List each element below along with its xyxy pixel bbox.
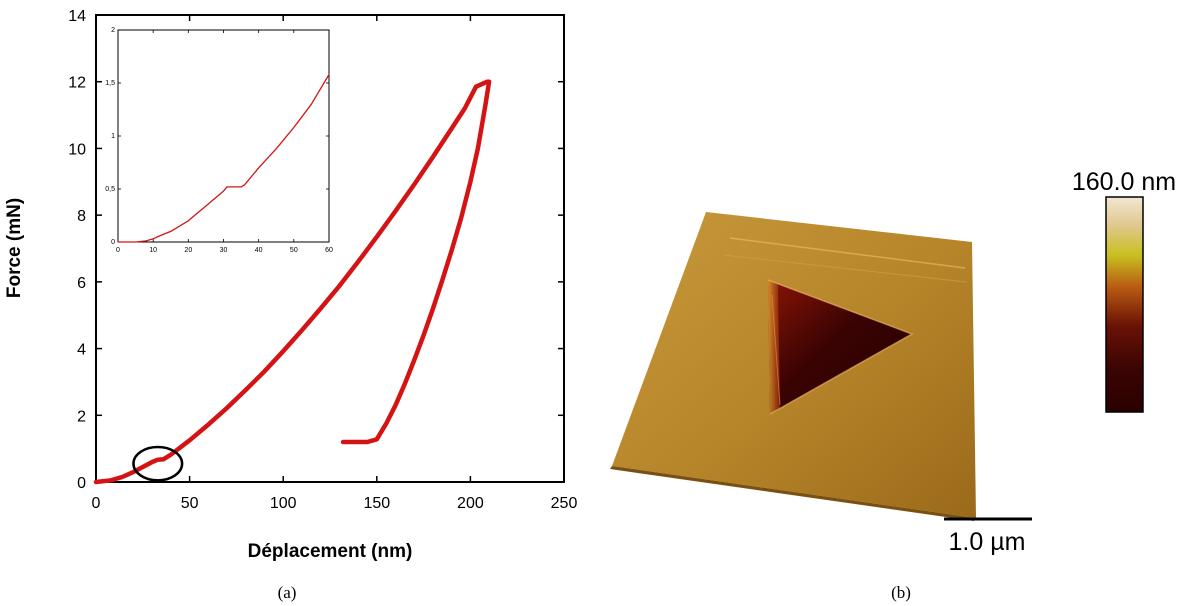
x-tick-label: 150 — [363, 495, 390, 512]
caption-a: (a) — [278, 583, 297, 602]
x-tick-label: 50 — [290, 247, 298, 254]
x-tick-label: 50 — [181, 495, 199, 512]
y-axis-title: Force (mN) — [4, 198, 25, 298]
y-tick-label: 14 — [68, 8, 86, 25]
x-tick-label: 30 — [220, 247, 228, 254]
indent-pit-highlight — [771, 294, 781, 406]
y-tick-label: 8 — [77, 208, 86, 225]
y-tick-label: 2 — [77, 408, 86, 425]
main-annotations — [132, 445, 184, 482]
inset-plot-frame — [117, 29, 330, 243]
inset-axis-ticks: 0 10 20 30 40 50 60 0 0,5 1 1,5 2 — [105, 27, 333, 254]
y-tick-label: 12 — [68, 75, 86, 92]
indent-pit — [768, 280, 912, 414]
y-tick-label: 1,5 — [105, 80, 115, 87]
y-tick-label: 1 — [111, 133, 115, 140]
y-tick-label: 6 — [77, 275, 86, 292]
indent-pit-wall — [768, 280, 780, 414]
x-tick-label: 60 — [325, 247, 333, 254]
afm-surface-edge — [610, 466, 976, 521]
x-tick-label: 100 — [270, 495, 297, 512]
y-tick-label: 0,5 — [105, 186, 115, 193]
x-tick-label: 250 — [551, 495, 578, 512]
afm-scan-line-2 — [723, 254, 967, 283]
y-tick-label: 10 — [68, 141, 86, 158]
scale-bar-label: 1.0 µm — [949, 528, 1026, 556]
x-tick-label: 20 — [184, 247, 192, 254]
x-tick-label: 200 — [457, 495, 484, 512]
inset-series-group — [117, 73, 330, 243]
main-series-group — [93, 79, 492, 485]
series-line — [93, 79, 492, 485]
x-tick-label: 0 — [92, 495, 101, 512]
y-tick-label: 4 — [77, 342, 86, 359]
x-tick-label: 10 — [149, 247, 157, 254]
x-tick-label: 40 — [255, 247, 263, 254]
colorbar — [1105, 196, 1144, 413]
x-axis-title: Déplacement (nm) — [248, 541, 413, 562]
afm-surface — [610, 212, 976, 521]
colorbar-max-label: 160.0 nm — [1072, 168, 1176, 196]
y-tick-label: 0 — [111, 239, 115, 246]
indent-pit-rim — [767, 279, 914, 415]
x-tick-label: 0 — [116, 247, 120, 254]
caption-b: (b) — [891, 583, 911, 602]
series-line — [117, 73, 330, 243]
highlight-ellipse — [132, 445, 184, 482]
afm-scan-line — [729, 237, 966, 269]
y-tick-label: 0 — [77, 475, 86, 492]
y-tick-label: 2 — [111, 27, 115, 34]
panel-b-afm-image: 1.0 µm 160.0 nm (b) — [610, 168, 1176, 602]
